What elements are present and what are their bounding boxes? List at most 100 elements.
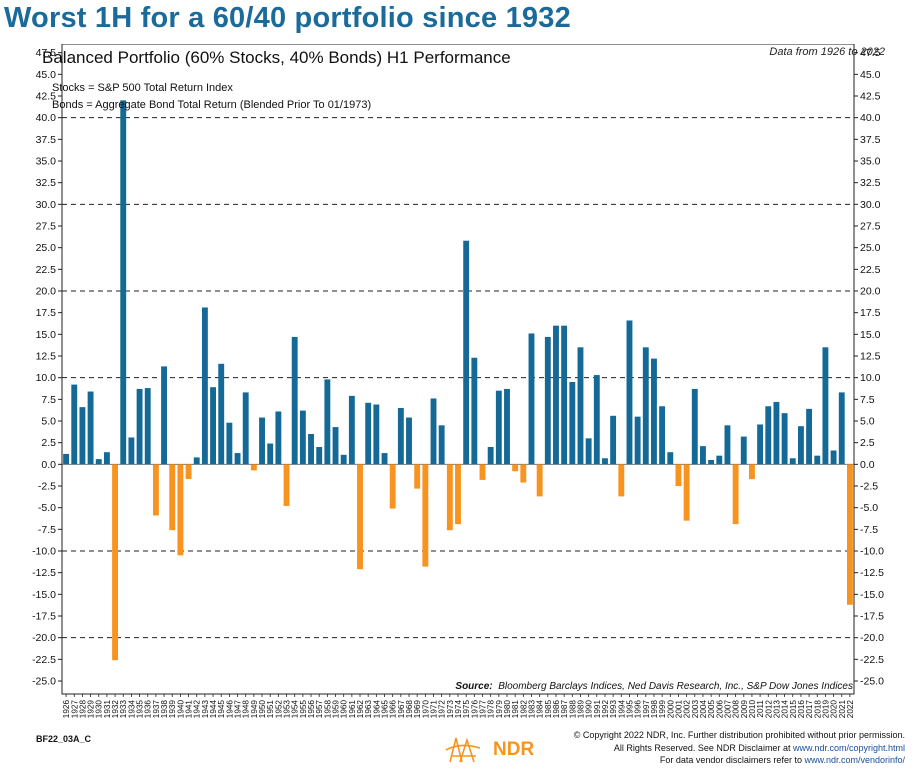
x-tick-label: 1957 bbox=[315, 700, 324, 719]
y-tick-label-left: 32.5 bbox=[36, 177, 57, 189]
x-tick-label: 1998 bbox=[650, 700, 659, 719]
bar-1999 bbox=[659, 406, 666, 465]
x-tick-label: 2012 bbox=[764, 700, 773, 719]
x-tick-label: 2018 bbox=[813, 700, 822, 719]
y-tick-label-right: -25.0 bbox=[860, 676, 884, 688]
x-tick-label: 1994 bbox=[617, 700, 626, 719]
source-note: Source: Bloomberg Barclays Indices, Ned … bbox=[455, 681, 853, 692]
x-tick-label: 2021 bbox=[838, 700, 847, 719]
bar-chart: -25.0 -22.5 -20.0 -17.5 -15.0 -12.5 -10.0 -7.5 -… bbox=[32, 44, 884, 719]
bars bbox=[63, 100, 853, 661]
x-tick-label: 2013 bbox=[772, 700, 781, 719]
y-tick-label-right: 32.5 bbox=[860, 177, 881, 189]
y-tick-label-left: -20.0 bbox=[32, 632, 56, 644]
bar-1927 bbox=[71, 384, 78, 465]
bar-1991 bbox=[593, 375, 600, 465]
bar-1952 bbox=[275, 411, 282, 465]
x-tick-label: 2014 bbox=[781, 700, 790, 719]
x-tick-label: 2019 bbox=[821, 700, 830, 719]
x-tick-label: 1999 bbox=[658, 700, 667, 719]
x-tick-label: 2020 bbox=[830, 700, 839, 719]
bar-1996 bbox=[634, 416, 641, 465]
y-tick-label-left: -2.5 bbox=[38, 481, 56, 493]
bar-1951 bbox=[267, 443, 274, 465]
bar-1944 bbox=[210, 387, 216, 465]
x-tick-label: 1963 bbox=[364, 700, 373, 719]
bar-1981 bbox=[512, 464, 519, 472]
bar-1956 bbox=[308, 434, 314, 465]
copyright-link[interactable]: www.ndr.com/copyright.html bbox=[792, 742, 905, 753]
bar-2021 bbox=[838, 392, 845, 465]
x-tick-label: 1970 bbox=[421, 700, 430, 719]
bar-1940 bbox=[177, 464, 184, 556]
bar-1959 bbox=[332, 427, 339, 465]
bar-1972 bbox=[438, 425, 445, 465]
y-tick-label-left: 25.0 bbox=[36, 242, 57, 254]
x-tick-label: 2003 bbox=[691, 700, 700, 719]
x-tick-label: 2000 bbox=[666, 700, 675, 719]
bar-1962 bbox=[357, 464, 363, 570]
bar-2017 bbox=[806, 408, 813, 465]
x-tick-label: 2008 bbox=[732, 700, 741, 719]
bar-1926 bbox=[63, 453, 70, 465]
bar-1942 bbox=[193, 457, 200, 465]
ndr-logo-icon bbox=[445, 737, 481, 763]
bar-1948 bbox=[242, 392, 249, 465]
x-tick-label: 1995 bbox=[625, 700, 634, 719]
bar-2011 bbox=[757, 424, 764, 465]
y-tick-label-right: -2.5 bbox=[860, 481, 878, 493]
x-tick-label: 1988 bbox=[568, 700, 577, 719]
bar-2020 bbox=[830, 450, 837, 465]
x-tick-label: 1947 bbox=[234, 700, 243, 719]
bar-1932 bbox=[112, 464, 119, 661]
x-tick-label: 1928 bbox=[78, 700, 87, 719]
y-tick-label-right: -5.0 bbox=[860, 502, 878, 514]
copyright-line-2: All Rights Reserved. See NDR Disclaimer … bbox=[574, 742, 905, 755]
bar-1984 bbox=[536, 464, 543, 497]
y-tick-label-left: 17.5 bbox=[36, 307, 57, 319]
y-tick-label-left: 42.5 bbox=[36, 91, 57, 103]
bar-1930 bbox=[95, 459, 102, 465]
x-tick-label: 1926 bbox=[62, 700, 71, 719]
y-tick-label-left: -7.5 bbox=[38, 524, 56, 536]
y-tick-label-right: 42.5 bbox=[860, 91, 881, 103]
copyright-line-1: © Copyright 2022 NDR, Inc. Further distr… bbox=[573, 730, 905, 740]
y-tick-label-left: -22.5 bbox=[32, 654, 56, 666]
bar-1969 bbox=[414, 464, 421, 489]
bar-1949 bbox=[250, 464, 257, 471]
x-tick-label: 1938 bbox=[160, 700, 169, 719]
bar-2022 bbox=[846, 464, 853, 605]
bar-1955 bbox=[299, 410, 306, 465]
y-tick-label-left: 47.5 bbox=[36, 47, 57, 59]
y-axis-right: -25.0 -22.5 -20.0 -17.5 -15.0 -12.5 -10.0 -7.5 -… bbox=[854, 47, 884, 688]
x-tick-label: 1929 bbox=[87, 700, 96, 719]
bar-1928 bbox=[79, 407, 86, 465]
x-tick-label: 2016 bbox=[797, 700, 806, 719]
bar-1977 bbox=[479, 464, 486, 480]
x-tick-label: 1975 bbox=[462, 700, 471, 719]
x-tick-label: 1969 bbox=[413, 700, 422, 719]
bar-2004 bbox=[700, 446, 706, 465]
bar-1941 bbox=[185, 464, 192, 480]
bar-2014 bbox=[781, 413, 788, 465]
y-tick-label-right: 37.5 bbox=[860, 134, 881, 146]
bar-2013 bbox=[773, 401, 780, 465]
y-tick-label-left: -5.0 bbox=[38, 502, 56, 514]
y-tick-label-right: 15.0 bbox=[860, 329, 881, 341]
x-tick-label: 1986 bbox=[552, 700, 561, 719]
x-tick-label: 1954 bbox=[291, 700, 300, 719]
vendor-info-link[interactable]: www.ndr.com/vendorinfo/ bbox=[804, 755, 905, 765]
bar-1954 bbox=[291, 336, 298, 465]
y-tick-label-right: 40.0 bbox=[860, 112, 881, 124]
x-tick-label: 1937 bbox=[152, 700, 161, 719]
x-tick-label: 2017 bbox=[805, 700, 814, 719]
y-tick-label-left: 37.5 bbox=[36, 134, 57, 146]
bar-2005 bbox=[708, 460, 715, 465]
bar-2002 bbox=[683, 464, 690, 521]
x-tick-label: 1981 bbox=[511, 700, 520, 719]
bar-1976 bbox=[471, 357, 478, 465]
y-tick-label-right: 47.5 bbox=[860, 47, 881, 59]
x-tick-label: 1964 bbox=[372, 700, 381, 719]
x-tick-label: 1952 bbox=[274, 700, 283, 719]
bar-2006 bbox=[716, 455, 723, 465]
